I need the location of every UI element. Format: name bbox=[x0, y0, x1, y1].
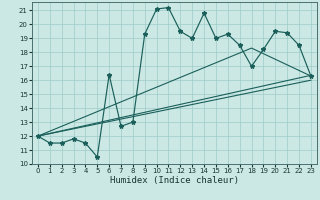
X-axis label: Humidex (Indice chaleur): Humidex (Indice chaleur) bbox=[110, 176, 239, 185]
